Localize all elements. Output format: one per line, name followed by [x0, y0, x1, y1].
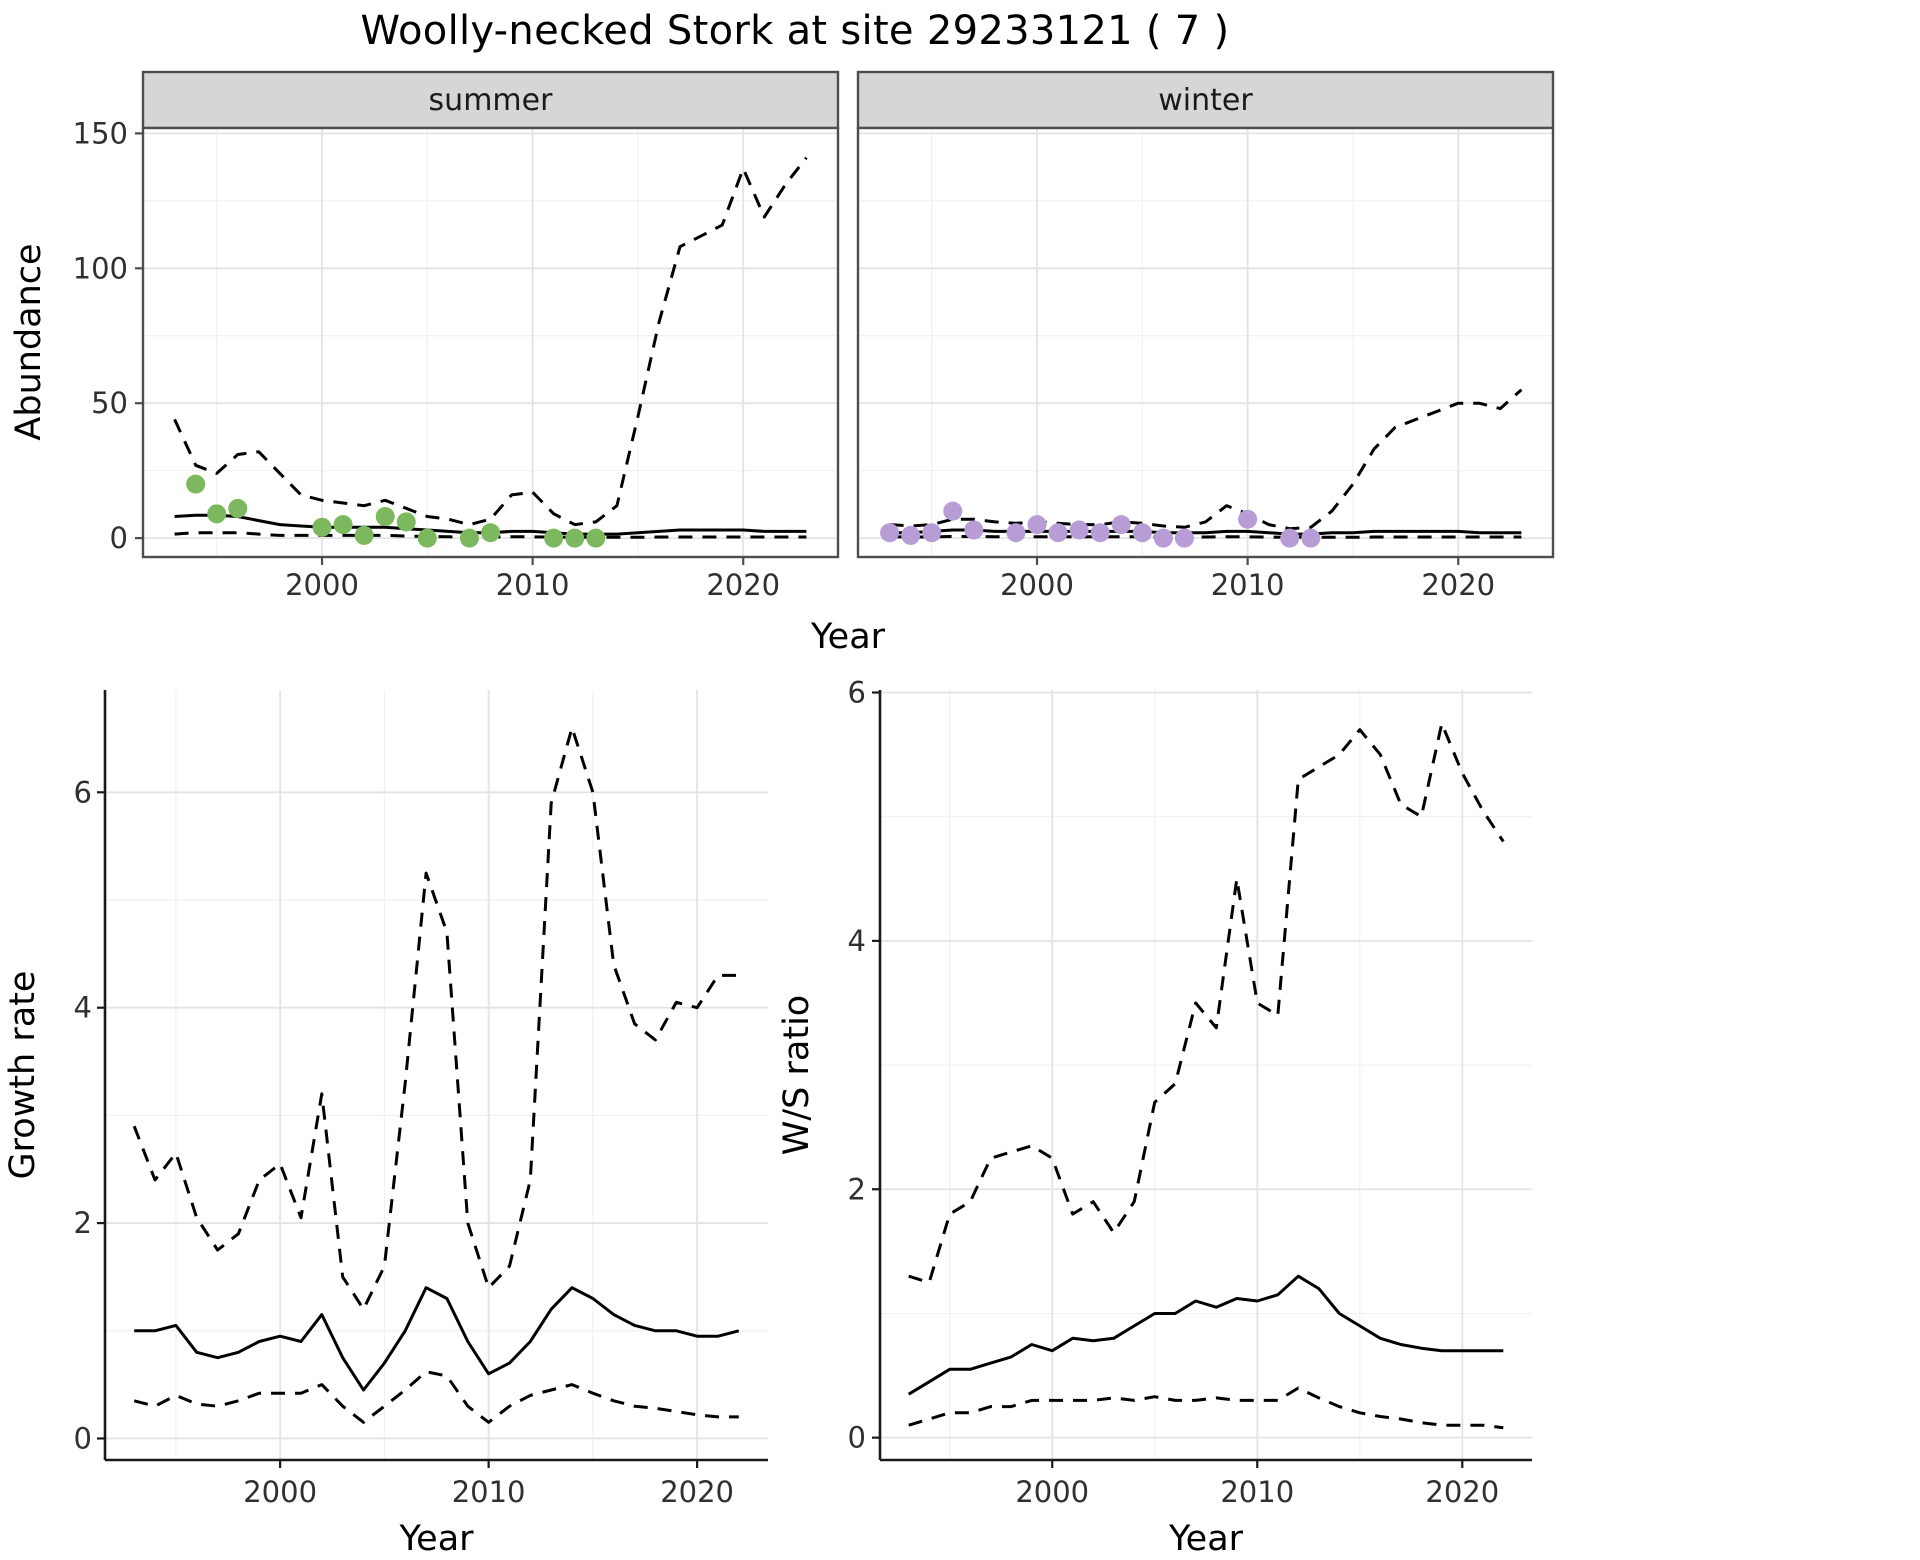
- ws-ratio-y-tick-label: 4: [848, 924, 866, 958]
- growth-rate-y-axis-title: Growth rate: [3, 971, 43, 1180]
- abundance-winter-observed-point: [1301, 528, 1321, 548]
- growth-rate-y-tick-label: 4: [74, 991, 92, 1025]
- abundance-summer-panel-border: [141, 126, 840, 559]
- abundance-summer-observed-point: [565, 528, 585, 548]
- ws-ratio-y-tick-label: 2: [848, 1172, 866, 1206]
- abundance-winter-x-tick-label: 2020: [1421, 568, 1495, 602]
- abundance-summer-observed-point: [312, 517, 332, 537]
- abundance-winter-observed-point: [880, 523, 900, 543]
- abundance-winter-observed-point: [1153, 528, 1173, 548]
- growth-rate-lower-ci-line: [133, 1370, 739, 1424]
- abundance-winter-observed-point: [943, 501, 963, 521]
- growth-rate-y-tick-label: 0: [74, 1421, 92, 1455]
- abundance-summer-observed-point: [333, 515, 353, 535]
- abundance-summer-y-tick-label: 150: [73, 116, 128, 150]
- abundance-winter-observed-point: [1069, 520, 1089, 540]
- abundance-winter-observed-point: [922, 523, 942, 543]
- abundance-summer-observed-point: [417, 528, 437, 548]
- abundance-winter-observed-point: [1132, 523, 1152, 543]
- abundance-winter-facet-strip-label: winter: [1158, 83, 1253, 118]
- growth-rate-panel-background: [105, 690, 768, 1460]
- growth-rate-x-tick-label: 2020: [660, 1475, 734, 1509]
- growth-rate-x-axis-title: Year: [398, 1519, 474, 1559]
- abundance-summer-x-tick-label: 2000: [285, 568, 359, 602]
- abundance-summer-x-tick-label: 2020: [706, 568, 780, 602]
- abundance-winter-panel-background: [858, 128, 1553, 557]
- ws-ratio-lower-ci-line: [908, 1386, 1504, 1430]
- chart-title: Woolly-necked Stork at site 29233121 ( 7…: [360, 8, 1230, 54]
- abundance-summer-observed-point: [354, 525, 374, 545]
- ws-ratio-y-tick-label: 0: [848, 1421, 866, 1455]
- ws-ratio-x-tick-label: 2010: [1220, 1475, 1294, 1509]
- ws-ratio-estimate-line: [907, 1274, 1504, 1396]
- abundance-winter-observed-point: [1006, 523, 1026, 543]
- abundance-x-axis-title: Year: [810, 617, 886, 657]
- abundance-winter-panel-border: [856, 126, 1555, 559]
- abundance-winter-upper-ci-line: [889, 388, 1523, 531]
- abundance-summer-panel-background: [143, 128, 838, 557]
- abundance-summer-observed-point: [228, 498, 248, 518]
- ws-ratio-x-tick-label: 2000: [1015, 1475, 1089, 1509]
- title-wrap: Woolly-necked Stork at site 29233121 ( 7…: [0, 8, 1590, 54]
- abundance-summer-facet-strip: [141, 70, 840, 130]
- abundance-winter-facet-strip: [856, 70, 1555, 130]
- abundance-summer-upper-ci-line: [173, 156, 808, 527]
- abundance-winter-observed-point: [1280, 528, 1300, 548]
- abundance-summer-observed-point: [186, 474, 206, 494]
- abundance-summer-observed-point: [207, 504, 227, 524]
- ws-ratio-y-axis-title: W/S ratio: [777, 995, 817, 1155]
- growth-rate-estimate-line: [134, 1286, 740, 1392]
- abundance-winter-observed-point: [1174, 528, 1194, 548]
- abundance-winter-estimate-line: [889, 528, 1522, 536]
- abundance-winter-observed-point: [1027, 515, 1047, 535]
- ws-ratio-x-tick-label: 2020: [1425, 1475, 1499, 1509]
- abundance-winter-observed-point: [1048, 523, 1068, 543]
- ws-ratio-y-tick-label: 6: [848, 675, 866, 709]
- ws-ratio-panel-background: [880, 690, 1532, 1460]
- abundance-summer-observed-point: [396, 512, 416, 532]
- growth-rate-x-tick-label: 2010: [452, 1475, 526, 1509]
- abundance-summer-y-tick-label: 0: [110, 521, 128, 555]
- abundance-summer-y-tick-label: 50: [91, 386, 128, 420]
- abundance-summer-x-tick-label: 2010: [496, 568, 570, 602]
- abundance-summer-observed-point: [481, 523, 500, 543]
- abundance-winter-observed-point: [1090, 523, 1110, 543]
- abundance-winter-lower-ci-line: [889, 535, 1522, 539]
- abundance-winter-x-tick-label: 2000: [1000, 568, 1074, 602]
- growth-rate-y-tick-label: 2: [74, 1206, 92, 1240]
- abundance-winter-observed-point: [1238, 509, 1258, 529]
- abundance-y-axis-title: Abundance: [9, 243, 49, 440]
- abundance-winter-observed-point: [1111, 515, 1131, 535]
- abundance-winter-observed-point: [964, 520, 984, 540]
- abundance-summer-observed-point: [544, 528, 564, 548]
- ws-ratio-x-axis-title: Year: [1168, 1519, 1244, 1559]
- abundance-summer-facet-strip-label: summer: [429, 83, 554, 118]
- abundance-winter-observed-point: [901, 525, 921, 545]
- abundance-summer-observed-point: [586, 528, 606, 548]
- abundance-summer-y-tick-label: 100: [73, 251, 128, 285]
- growth-rate-upper-ci-line: [132, 726, 739, 1311]
- abundance-summer-observed-point: [375, 507, 395, 527]
- growth-rate-x-tick-label: 2000: [243, 1475, 317, 1509]
- abundance-summer-observed-point: [459, 528, 479, 548]
- abundance-winter-x-tick-label: 2010: [1211, 568, 1285, 602]
- growth-rate-y-tick-label: 6: [74, 775, 92, 809]
